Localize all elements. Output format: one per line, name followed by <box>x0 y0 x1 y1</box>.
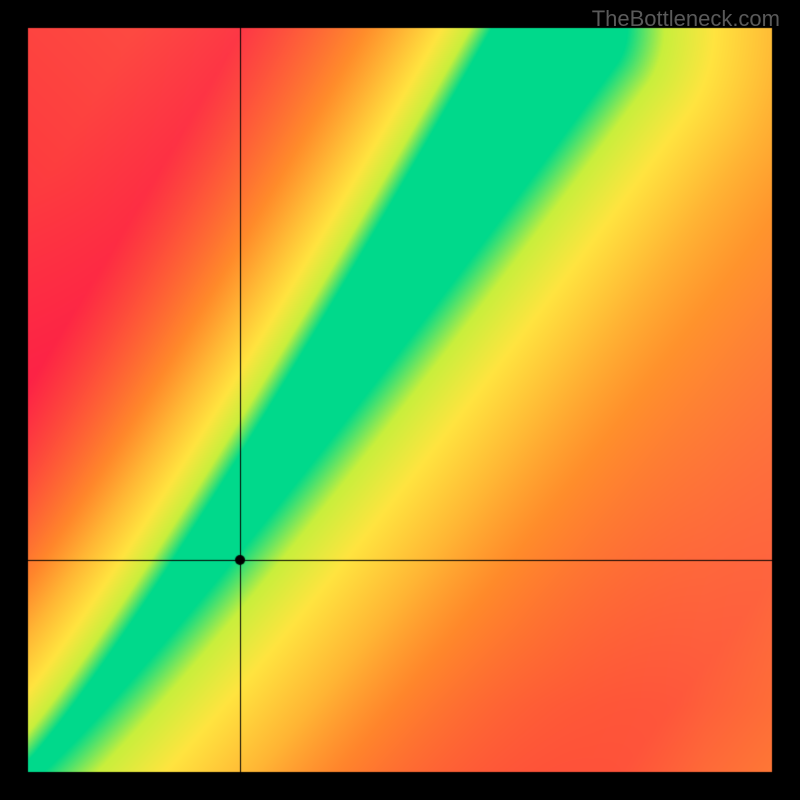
watermark-text: TheBottleneck.com <box>592 6 780 32</box>
bottleneck-heatmap <box>0 0 800 800</box>
